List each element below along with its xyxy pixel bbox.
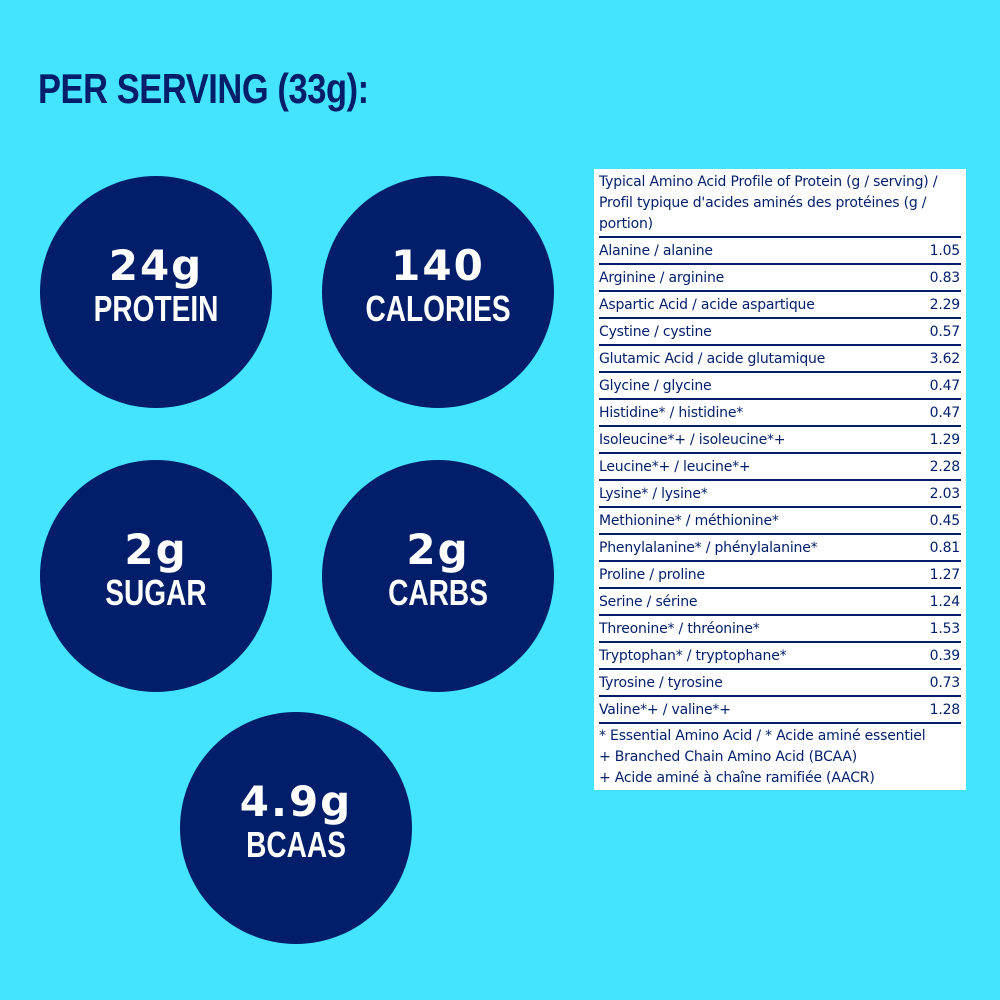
table-row: Arginine / arginine 0.83 bbox=[599, 265, 961, 292]
table-row: Histidine* / histidine* 0.47 bbox=[599, 400, 961, 427]
table-row: Isoleucine*+ / isoleucine*+ 1.29 bbox=[599, 427, 961, 454]
footnote-essential: * Essential Amino Acid / * Acide aminé e… bbox=[599, 728, 926, 744]
amino-value: 1.28 bbox=[929, 701, 961, 718]
table-row: Threonine* / thréonine* 1.53 bbox=[599, 616, 961, 643]
stat-circle-protein: 24g PROTEIN bbox=[40, 176, 272, 408]
table-row: Valine*+ / valine*+ 1.28 bbox=[599, 697, 961, 724]
table-row: Lysine* / lysine* 2.03 bbox=[599, 481, 961, 508]
stat-label: PROTEIN bbox=[93, 288, 219, 329]
table-header: Typical Amino Acid Profile of Protein (g… bbox=[599, 172, 961, 238]
table-row: Methionine* / méthionine* 0.45 bbox=[599, 508, 961, 535]
amino-name: Arginine / arginine bbox=[599, 269, 725, 286]
table-row: Phenylalanine* / phénylalanine* 0.81 bbox=[599, 535, 961, 562]
amino-name: Proline / proline bbox=[599, 566, 705, 583]
amino-value: 0.45 bbox=[929, 512, 961, 529]
amino-value: 0.57 bbox=[929, 323, 961, 340]
table-row: Serine / sérine 1.24 bbox=[599, 589, 961, 616]
table-row: Leucine*+ / leucine*+ 2.28 bbox=[599, 454, 961, 481]
amino-acid-table: Typical Amino Acid Profile of Protein (g… bbox=[594, 169, 966, 790]
table-row: Alanine / alanine 1.05 bbox=[599, 238, 961, 265]
stat-label: BCAAS bbox=[246, 824, 346, 865]
amino-name: Tyrosine / tyrosine bbox=[599, 674, 723, 691]
amino-name: Aspartic Acid / acide aspartique bbox=[599, 296, 815, 313]
amino-name: Threonine* / thréonine* bbox=[599, 620, 760, 637]
stat-circle-calories: 140 CALORIES bbox=[322, 176, 554, 408]
stat-circle-carbs: 2g CARBS bbox=[322, 460, 554, 692]
amino-name: Methionine* / méthionine* bbox=[599, 512, 779, 529]
amino-value: 1.05 bbox=[929, 242, 961, 259]
table-row: Aspartic Acid / acide aspartique 2.29 bbox=[599, 292, 961, 319]
amino-name: Valine*+ / valine*+ bbox=[599, 701, 731, 718]
stat-label: CARBS bbox=[388, 572, 488, 613]
amino-value: 0.81 bbox=[929, 539, 961, 556]
stat-value: 2g bbox=[406, 525, 470, 574]
page-title: PER SERVING (33g): bbox=[38, 65, 369, 112]
amino-value: 0.83 bbox=[929, 269, 961, 286]
stat-value: 4.9g bbox=[239, 777, 353, 826]
stat-value: 140 bbox=[391, 241, 485, 290]
table-row: Tyrosine / tyrosine 0.73 bbox=[599, 670, 961, 697]
amino-name: Serine / sérine bbox=[599, 593, 698, 610]
amino-value: 3.62 bbox=[929, 350, 961, 367]
amino-name: Histidine* / histidine* bbox=[599, 404, 744, 421]
table-row: Glutamic Acid / acide glutamique 3.62 bbox=[599, 346, 961, 373]
amino-value: 1.24 bbox=[929, 593, 961, 610]
amino-value: 2.29 bbox=[929, 296, 961, 313]
table-footnotes: * Essential Amino Acid / * Acide aminé e… bbox=[599, 724, 961, 789]
stat-value: 2g bbox=[124, 525, 188, 574]
table-row: Proline / proline 1.27 bbox=[599, 562, 961, 589]
amino-value: 0.47 bbox=[929, 404, 961, 421]
table-row: Tryptophan* / tryptophane* 0.39 bbox=[599, 643, 961, 670]
amino-name: Lysine* / lysine* bbox=[599, 485, 708, 502]
amino-name: Cystine / cystine bbox=[599, 323, 712, 340]
stat-circle-sugar: 2g SUGAR bbox=[40, 460, 272, 692]
footnote-bcaa: + Branched Chain Amino Acid (BCAA) bbox=[599, 749, 858, 765]
amino-name: Phenylalanine* / phénylalanine* bbox=[599, 539, 818, 556]
amino-name: Leucine*+ / leucine*+ bbox=[599, 458, 751, 475]
footnote-aacr: + Acide aminé à chaîne ramifiée (AACR) bbox=[599, 770, 875, 786]
amino-name: Isoleucine*+ / isoleucine*+ bbox=[599, 431, 786, 448]
amino-name: Glycine / glycine bbox=[599, 377, 712, 394]
stat-label: CALORIES bbox=[365, 288, 511, 329]
amino-value: 0.47 bbox=[929, 377, 961, 394]
amino-name: Glutamic Acid / acide glutamique bbox=[599, 350, 826, 367]
table-row: Cystine / cystine 0.57 bbox=[599, 319, 961, 346]
stat-value: 24g bbox=[108, 241, 204, 290]
amino-name: Tryptophan* / tryptophane* bbox=[599, 647, 787, 664]
amino-value: 0.73 bbox=[929, 674, 961, 691]
amino-value: 2.03 bbox=[929, 485, 961, 502]
stat-label: SUGAR bbox=[105, 572, 207, 613]
amino-value: 0.39 bbox=[929, 647, 961, 664]
amino-value: 1.27 bbox=[929, 566, 961, 583]
table-row: Glycine / glycine 0.47 bbox=[599, 373, 961, 400]
amino-value: 1.29 bbox=[929, 431, 961, 448]
amino-name: Alanine / alanine bbox=[599, 242, 713, 259]
stat-circle-bcaas: 4.9g BCAAS bbox=[180, 712, 412, 944]
amino-value: 1.53 bbox=[929, 620, 961, 637]
amino-value: 2.28 bbox=[929, 458, 961, 475]
